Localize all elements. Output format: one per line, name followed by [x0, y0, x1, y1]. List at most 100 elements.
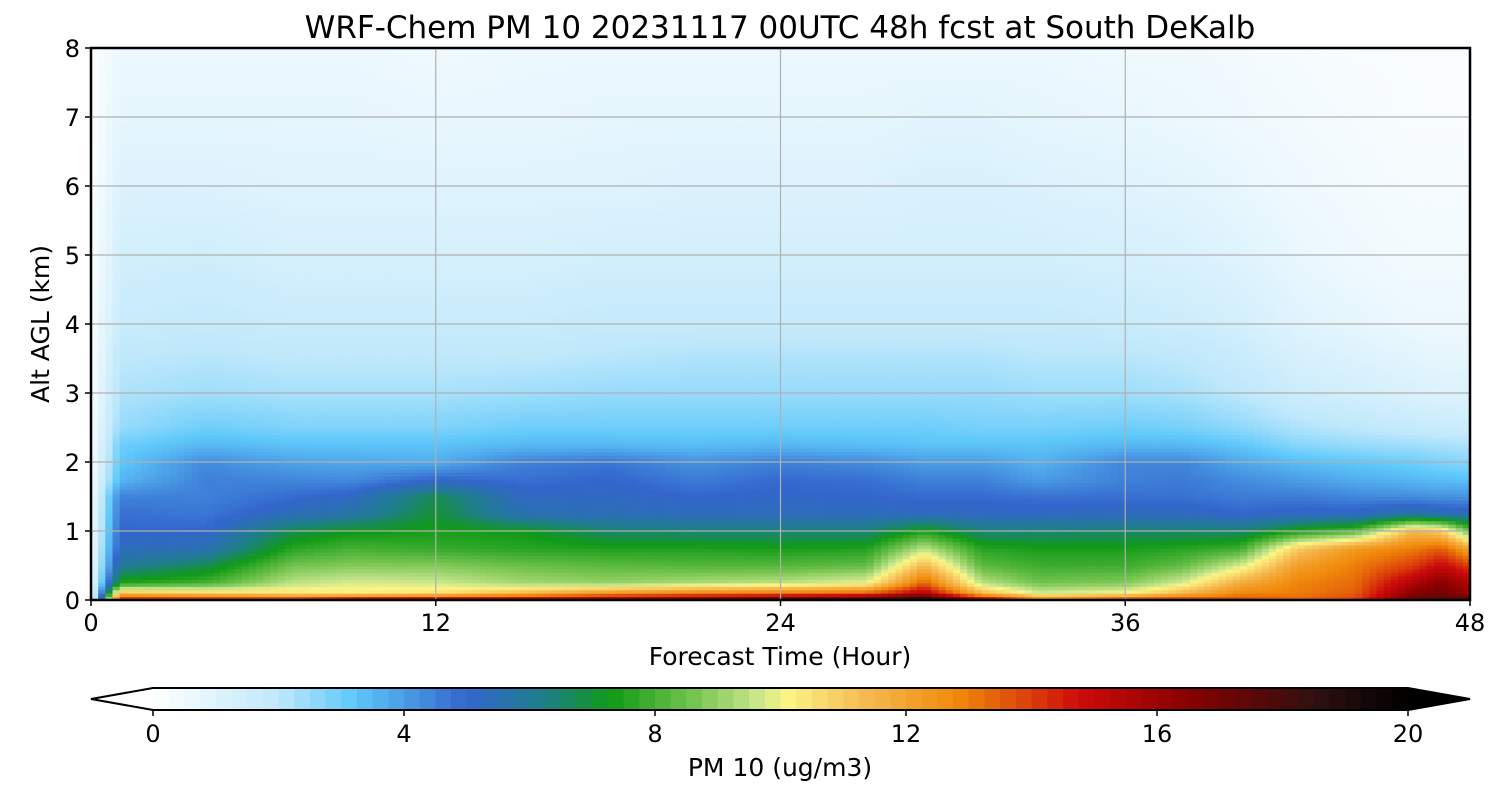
heatmap-cell: [242, 76, 250, 80]
heatmap-cell: [177, 455, 185, 459]
heatmap-cell: [235, 407, 243, 411]
heatmap-cell: [199, 279, 207, 283]
heatmap-cell: [192, 221, 200, 225]
heatmap-cell: [227, 428, 235, 432]
heatmap-cell: [127, 93, 135, 97]
heatmap-cell: [256, 507, 264, 511]
heatmap-cell: [263, 307, 271, 311]
heatmap-cell: [148, 307, 156, 311]
heatmap-cell: [105, 486, 113, 490]
heatmap-cell: [227, 438, 235, 442]
heatmap-cell: [206, 410, 214, 414]
heatmap-cell: [256, 265, 264, 269]
heatmap-cell: [98, 262, 106, 266]
heatmap-cell: [199, 83, 207, 87]
heatmap-cell: [192, 296, 200, 300]
heatmap-cell: [170, 272, 178, 276]
heatmap-cell: [263, 103, 271, 107]
heatmap-cell: [134, 455, 142, 459]
heatmap-cell: [192, 210, 200, 214]
heatmap-cell: [249, 434, 257, 438]
heatmap-cell: [148, 258, 156, 262]
heatmap-cell: [177, 145, 185, 149]
heatmap-cell: [105, 452, 113, 456]
heatmap-cell: [192, 269, 200, 273]
heatmap-cell: [242, 383, 250, 387]
heatmap-cell: [206, 365, 214, 369]
heatmap-cell: [127, 514, 135, 518]
heatmap-cell: [148, 359, 156, 363]
heatmap-cell: [98, 93, 106, 97]
heatmap-cell: [170, 566, 178, 570]
heatmap-cell: [134, 103, 142, 107]
heatmap-cell: [156, 514, 164, 518]
heatmap-cell: [163, 58, 171, 62]
heatmap-cell: [120, 317, 128, 321]
heatmap-cell: [213, 476, 221, 480]
heatmap-cell: [134, 562, 142, 566]
heatmap-cell: [156, 307, 164, 311]
heatmap-cell: [220, 155, 228, 159]
heatmap-cell: [192, 172, 200, 176]
heatmap-cell: [98, 238, 106, 242]
heatmap-cell: [184, 493, 192, 497]
heatmap-cell: [213, 455, 221, 459]
heatmap-cell: [263, 479, 271, 483]
heatmap-cell: [192, 465, 200, 469]
heatmap-cell: [192, 96, 200, 100]
heatmap-cell: [134, 334, 142, 338]
heatmap-cell: [148, 110, 156, 114]
heatmap-cell: [206, 286, 214, 290]
heatmap-cell: [113, 507, 121, 511]
heatmap-cell: [199, 120, 207, 124]
heatmap-cell: [184, 124, 192, 128]
plot-area: [91, 48, 1471, 601]
heatmap-cell: [134, 207, 142, 211]
heatmap-cell: [141, 100, 149, 104]
heatmap-cell: [249, 486, 257, 490]
heatmap-cell: [206, 428, 214, 432]
heatmap-cell: [163, 169, 171, 173]
heatmap-cell: [105, 148, 113, 152]
heatmap-cell: [184, 403, 192, 407]
heatmap-cell: [148, 245, 156, 249]
heatmap-cell: [256, 124, 264, 128]
heatmap-cell: [163, 324, 171, 328]
heatmap-cell: [213, 89, 221, 93]
heatmap-cell: [156, 555, 164, 559]
heatmap-cell: [105, 493, 113, 497]
heatmap-cell: [235, 490, 243, 494]
heatmap-cell: [235, 414, 243, 418]
heatmap-cell: [127, 89, 135, 93]
heatmap-cell: [271, 476, 279, 480]
heatmap-cell: [192, 286, 200, 290]
heatmap-cell: [127, 407, 135, 411]
heatmap-cell: [163, 245, 171, 249]
heatmap-cell: [242, 393, 250, 397]
heatmap-cell: [263, 569, 271, 573]
heatmap-cell: [141, 524, 149, 528]
heatmap-cell: [170, 514, 178, 518]
heatmap-cell: [156, 407, 164, 411]
heatmap-cell: [134, 424, 142, 428]
heatmap-cell: [120, 507, 128, 511]
heatmap-cell: [177, 448, 185, 452]
heatmap-cell: [98, 203, 106, 207]
heatmap-cell: [113, 586, 121, 590]
heatmap-cell: [105, 310, 113, 314]
heatmap-cell: [242, 476, 250, 480]
heatmap-cell: [141, 265, 149, 269]
heatmap-cell: [235, 193, 243, 197]
heatmap-cell: [120, 393, 128, 397]
heatmap-cell: [141, 593, 149, 597]
heatmap-cell: [235, 286, 243, 290]
heatmap-cell: [256, 169, 264, 173]
heatmap-cell: [120, 362, 128, 366]
heatmap-cell: [141, 110, 149, 114]
heatmap-cell: [227, 455, 235, 459]
heatmap-cell: [177, 196, 185, 200]
heatmap-cell: [105, 327, 113, 331]
heatmap-cell: [213, 493, 221, 497]
heatmap-cell: [177, 303, 185, 307]
heatmap-cell: [184, 562, 192, 566]
